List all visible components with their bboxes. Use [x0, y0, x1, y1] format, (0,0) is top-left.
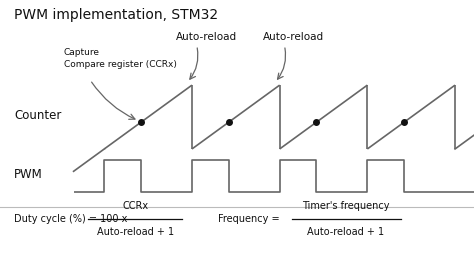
Text: Counter: Counter: [14, 109, 62, 122]
Text: Frequency =: Frequency =: [218, 214, 283, 225]
Text: Duty cycle (%) = 100 x: Duty cycle (%) = 100 x: [14, 214, 128, 225]
Text: Auto-reload + 1: Auto-reload + 1: [97, 227, 173, 238]
Text: PWM implementation, STM32: PWM implementation, STM32: [14, 8, 219, 22]
Text: CCRx: CCRx: [122, 201, 148, 211]
Text: Auto-reload: Auto-reload: [264, 32, 324, 42]
Text: Capture
Compare register (CCRx): Capture Compare register (CCRx): [64, 48, 177, 69]
Text: Auto-reload: Auto-reload: [176, 32, 237, 42]
Text: Auto-reload + 1: Auto-reload + 1: [308, 227, 384, 238]
Text: PWM: PWM: [14, 168, 43, 181]
Text: Timer's frequency: Timer's frequency: [302, 201, 390, 211]
